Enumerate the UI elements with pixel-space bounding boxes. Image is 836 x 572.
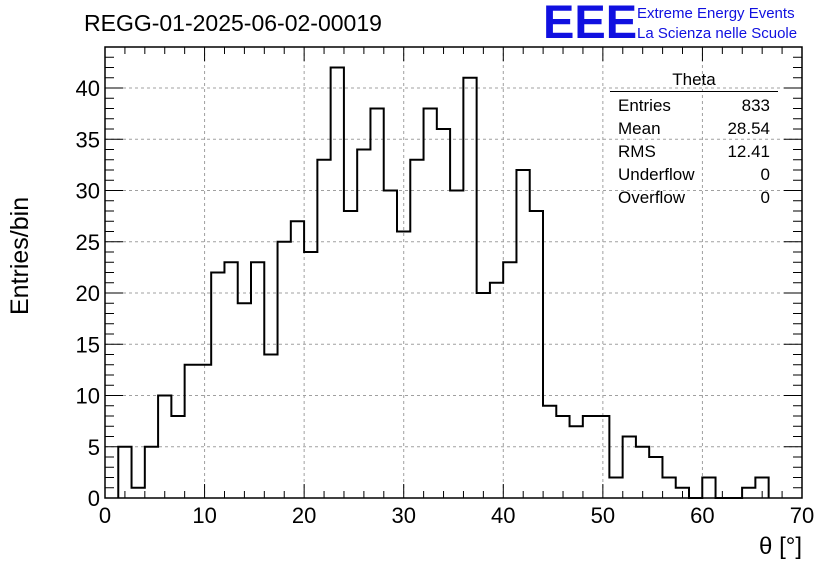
stats-value: 833 <box>741 96 770 115</box>
stats-value: 12.41 <box>727 142 770 161</box>
histogram-line <box>117 66 770 499</box>
plot-frame <box>104 46 803 499</box>
stats-label: Overflow <box>618 188 686 207</box>
stats-label: Entries <box>618 96 671 115</box>
y-tick-label: 5 <box>88 435 100 460</box>
run-title: REGG-01-2025-06-02-00019 <box>84 10 382 36</box>
stats-row-mean: Mean 28.54 <box>610 117 778 140</box>
stats-row-entries: Entries 833 <box>610 94 778 117</box>
stats-row-underflow: Underflow 0 <box>610 163 778 186</box>
x-tick-label: 50 <box>591 503 615 528</box>
stats-row-overflow: Overflow 0 <box>610 186 778 209</box>
stats-title: Theta <box>610 70 778 92</box>
x-tick-label: 40 <box>491 503 515 528</box>
stats-value: 0 <box>760 188 770 207</box>
y-tick-label: 35 <box>76 127 100 152</box>
y-tick-label: 25 <box>76 230 100 255</box>
y-tick-label: 30 <box>76 179 100 204</box>
stats-row-rms: RMS 12.41 <box>610 140 778 163</box>
eee-logo: EEE <box>543 0 638 48</box>
y-tick-label: 20 <box>76 281 100 306</box>
stats-label: Underflow <box>618 165 695 184</box>
x-tick-label: 10 <box>192 503 216 528</box>
x-tick-label: 20 <box>292 503 316 528</box>
y-tick-label: 0 <box>88 486 100 511</box>
y-tick-label: 15 <box>76 332 100 357</box>
x-tick-label: 70 <box>790 503 814 528</box>
stats-value: 0 <box>760 165 770 184</box>
logo-line-1: Extreme Energy Events <box>637 5 795 22</box>
stats-box: Theta Entries 833 Mean 28.54 RMS 12.41 U… <box>610 70 778 209</box>
y-axis-label: Entries/bin <box>6 196 34 315</box>
logo-line-2: La Scienza nelle Scuole <box>637 25 798 42</box>
tick-labels: 0 10 20 30 40 50 60 70 0 5 10 15 20 25 30 35 40 <box>76 76 815 528</box>
x-tick-label: 30 <box>391 503 415 528</box>
stats-label: Mean <box>618 119 661 138</box>
x-tick-label: 60 <box>690 503 714 528</box>
axis-ticks <box>104 46 803 499</box>
stats-label: RMS <box>618 142 656 161</box>
x-tick-label: 0 <box>99 503 111 528</box>
y-tick-label: 10 <box>76 384 100 409</box>
stats-value: 28.54 <box>727 119 770 138</box>
x-axis-label: θ [°] <box>759 533 802 560</box>
y-tick-label: 40 <box>76 76 100 101</box>
